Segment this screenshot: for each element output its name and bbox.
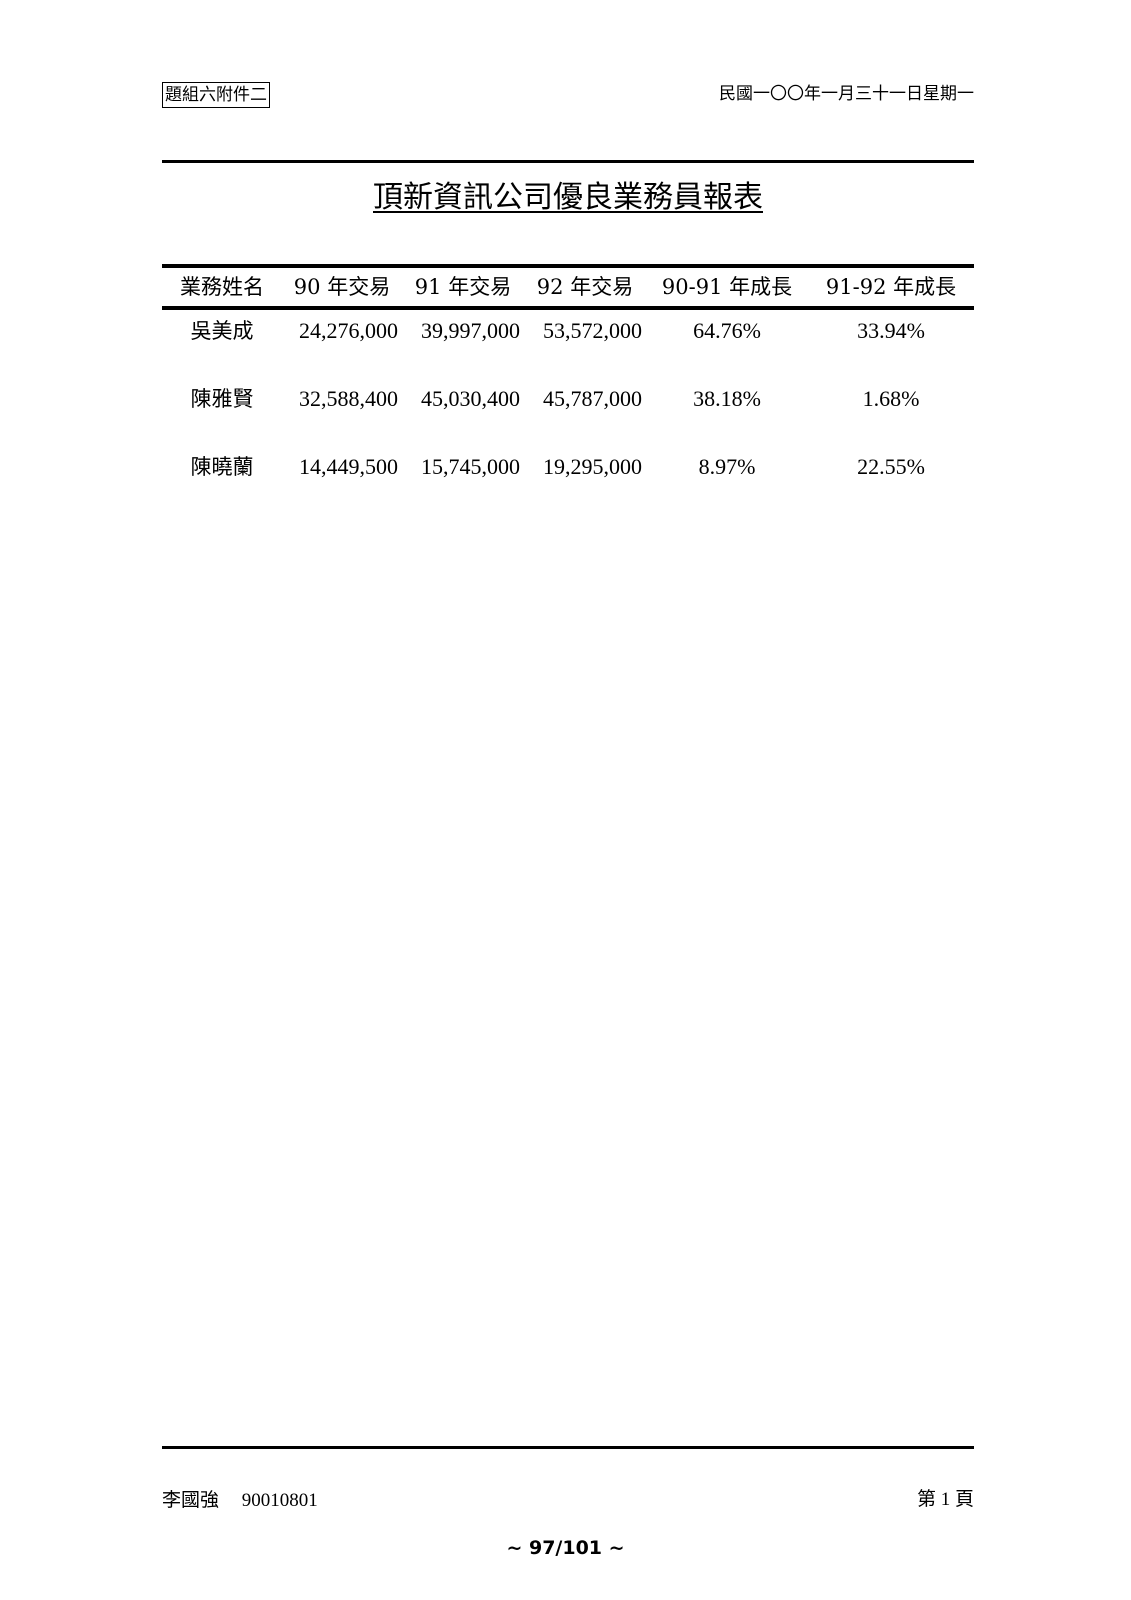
sales-91: 39,997,000 bbox=[421, 318, 520, 343]
salesperson-name: 陳雅賢 bbox=[190, 387, 254, 411]
page-counter: ~ 97/101 ~ bbox=[506, 1537, 625, 1559]
growth-90-91: 38.18% bbox=[693, 386, 761, 411]
report-title: 頂新資訊公司優良業務員報表 bbox=[162, 176, 974, 220]
salesperson-name: 陳曉蘭 bbox=[190, 455, 254, 479]
bottom-divider bbox=[162, 1446, 974, 1449]
sales-90: 32,588,400 bbox=[299, 386, 398, 411]
column-header-name: 業務姓名 bbox=[180, 275, 264, 299]
page-label: 第 1 頁 bbox=[916, 1489, 974, 1510]
column-header-growth-91-92: 91-92 年成長 bbox=[825, 275, 957, 299]
top-divider bbox=[162, 160, 974, 163]
growth-91-92: 22.55% bbox=[857, 454, 925, 479]
footer-author-block: 李國強 90010801 bbox=[162, 1488, 318, 1513]
growth-90-91: 8.97% bbox=[698, 454, 756, 479]
sales-92: 53,572,000 bbox=[543, 318, 642, 343]
growth-90-91: 64.76% bbox=[693, 318, 761, 343]
sales-91: 45,030,400 bbox=[421, 386, 520, 411]
report-title-text: 頂新資訊公司優良業務員報表 bbox=[373, 180, 763, 215]
sales-90: 14,449,500 bbox=[299, 454, 398, 479]
table-row: 陳雅賢 32,588,400 45,030,400 45,787,000 38.… bbox=[162, 378, 974, 446]
table-header-row: 業務姓名 90 年交易 91 年交易 92 年交易 90-91 年成長 91-9… bbox=[162, 264, 974, 310]
sales-92: 19,295,000 bbox=[543, 454, 642, 479]
sales-report-table: 業務姓名 90 年交易 91 年交易 92 年交易 90-91 年成長 91-9… bbox=[162, 264, 974, 514]
sales-91: 15,745,000 bbox=[421, 454, 520, 479]
sales-92: 45,787,000 bbox=[543, 386, 642, 411]
author-id: 90010801 bbox=[241, 1490, 318, 1511]
column-header-growth-90-91: 90-91 年成長 bbox=[661, 275, 793, 299]
attachment-tag: 題組六附件二 bbox=[162, 82, 270, 108]
author-name: 李國強 bbox=[162, 1489, 220, 1511]
column-header-92: 92 年交易 bbox=[536, 275, 634, 299]
sales-90: 24,276,000 bbox=[299, 318, 398, 343]
table-row: 吳美成 24,276,000 39,997,000 53,572,000 64.… bbox=[162, 310, 974, 378]
growth-91-92: 1.68% bbox=[862, 386, 920, 411]
growth-91-92: 33.94% bbox=[857, 318, 925, 343]
table-row: 陳曉蘭 14,449,500 15,745,000 19,295,000 8.9… bbox=[162, 446, 974, 514]
report-date: 民國一〇〇年一月三十一日星期一 bbox=[719, 84, 974, 104]
column-header-90: 90 年交易 bbox=[293, 275, 391, 299]
salesperson-name: 吳美成 bbox=[190, 319, 254, 343]
column-header-91: 91 年交易 bbox=[414, 275, 512, 299]
